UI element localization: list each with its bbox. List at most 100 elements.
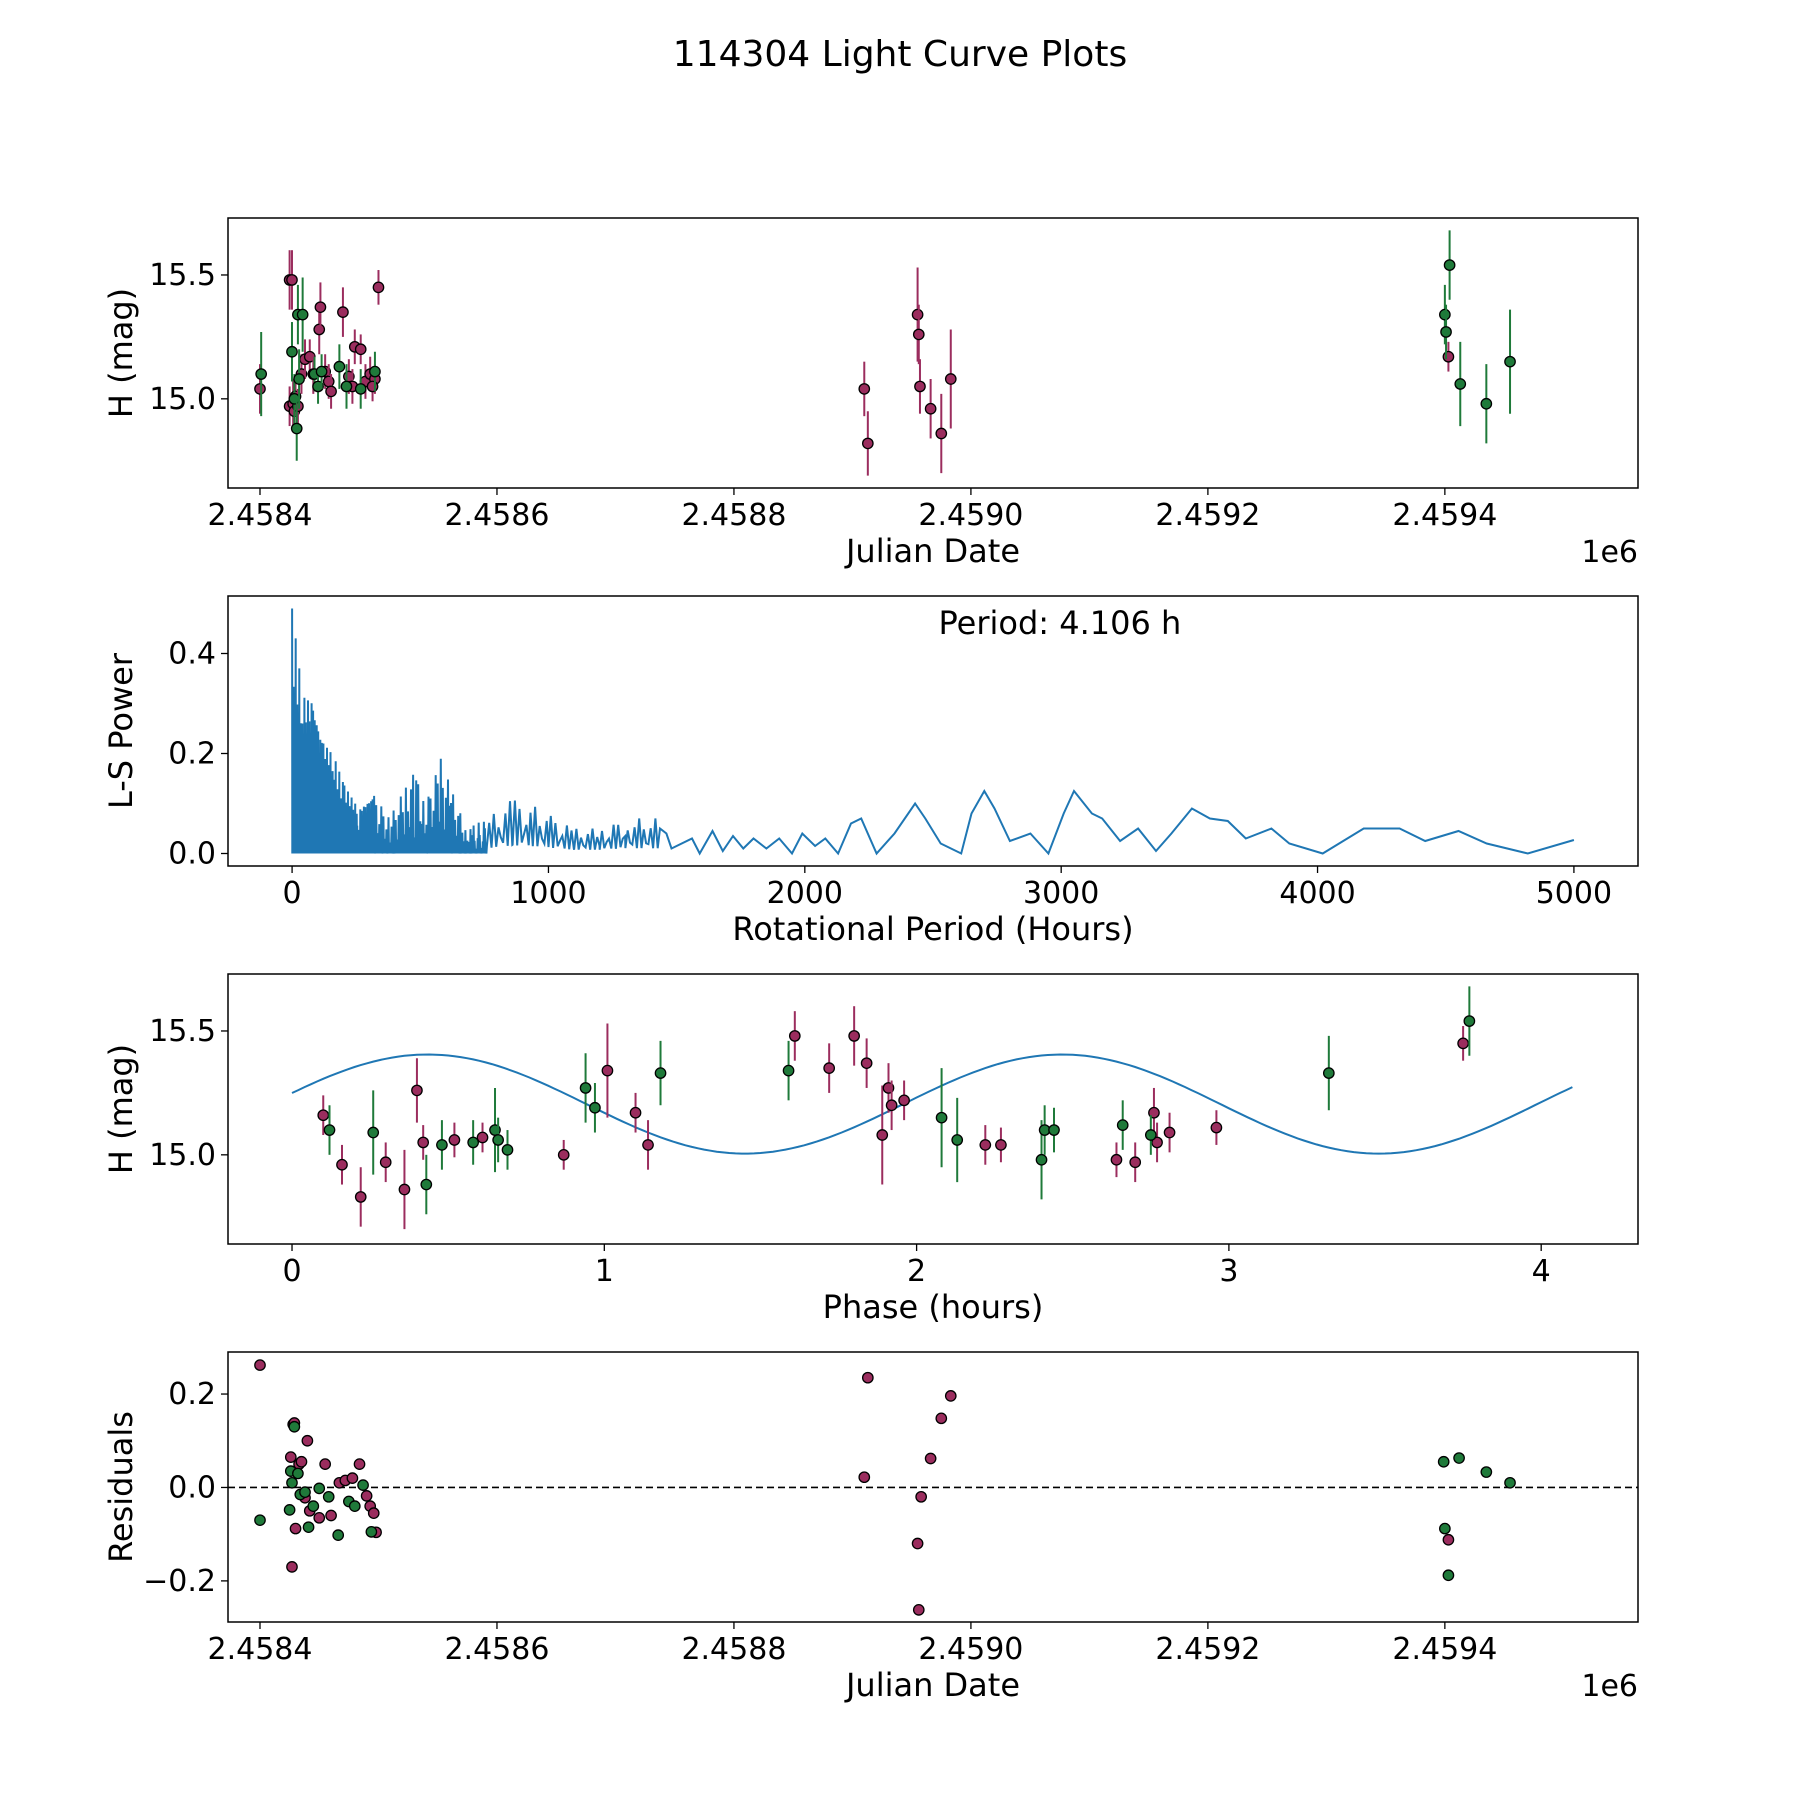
- green-data-point: [323, 1124, 336, 1136]
- green-data-point: [1048, 1124, 1060, 1136]
- red-data-point: [944, 1390, 957, 1402]
- green-data-point: [315, 365, 328, 378]
- green-data-point: [340, 380, 353, 393]
- green-data-point: [951, 1134, 964, 1146]
- x-tick-label: 3000: [1023, 876, 1099, 911]
- red-data-point: [876, 1129, 889, 1141]
- red-data-point: [337, 306, 349, 318]
- red-data-point: [911, 1537, 924, 1550]
- y-tick-label: 15.0: [149, 382, 216, 417]
- red-data-point: [788, 1030, 801, 1042]
- green-data-point: [254, 1514, 266, 1527]
- period-annotation: Period: 4.106 h: [939, 604, 1182, 642]
- red-data-point: [935, 427, 948, 440]
- green-data-point: [1437, 1455, 1450, 1468]
- y-tick-label: 0.0: [168, 1470, 216, 1505]
- x-tick-label: 2.4592: [1155, 498, 1260, 533]
- plot-area: [291, 986, 1573, 1230]
- red-data-point: [289, 1522, 302, 1535]
- periodogram-line: [291, 608, 1575, 856]
- red-data-point: [313, 323, 326, 336]
- red-data-point: [1442, 1533, 1455, 1546]
- y-tick-label: 0.2: [168, 737, 216, 772]
- red-data-point: [254, 383, 266, 395]
- green-data-point: [1504, 355, 1516, 368]
- plot-area: [228, 1359, 1638, 1616]
- x-offset-label: 1e6: [1581, 1669, 1638, 1704]
- green-data-point: [935, 1111, 948, 1124]
- y-tick-label: 15.5: [149, 1014, 216, 1049]
- y-tick-label: 15.0: [149, 1138, 216, 1173]
- periodogram-panel: 0 1000 2000 3000 4000 5000 0.0 0.2 0.4 Rotational…: [102, 595, 1639, 948]
- green-data-point: [1463, 1015, 1476, 1027]
- red-data-point: [858, 383, 871, 395]
- red-data-point: [924, 1452, 937, 1465]
- green-data-point: [1440, 326, 1452, 338]
- green-data-point: [492, 1134, 504, 1146]
- red-data-point: [629, 1106, 642, 1119]
- green-data-point: [1453, 1452, 1465, 1464]
- x-tick-label: 2.4588: [681, 498, 786, 533]
- red-data-point: [367, 1507, 380, 1520]
- green-data-point: [1454, 378, 1467, 390]
- red-data-point: [861, 437, 874, 450]
- red-data-point: [295, 1455, 308, 1468]
- x-tick-label: 4000: [1279, 876, 1355, 911]
- red-data-point: [858, 1471, 871, 1484]
- red-data-point: [911, 308, 924, 321]
- red-data-point: [823, 1062, 836, 1074]
- red-data-point: [1129, 1156, 1142, 1169]
- green-data-point: [589, 1101, 601, 1114]
- green-data-point: [1144, 1129, 1157, 1141]
- green-data-point: [290, 422, 303, 435]
- red-data-point: [601, 1064, 614, 1077]
- green-data-point: [1035, 1153, 1048, 1166]
- green-data-point: [365, 1525, 378, 1538]
- red-data-point: [286, 1561, 298, 1573]
- red-data-point: [979, 1139, 992, 1151]
- red-data-point: [354, 343, 367, 356]
- red-data-point: [284, 1451, 297, 1463]
- green-data-point: [367, 1126, 380, 1139]
- red-data-point: [914, 380, 926, 393]
- red-data-point: [325, 385, 337, 398]
- green-data-point: [1443, 259, 1456, 271]
- red-data-point: [935, 1412, 948, 1425]
- red-data-point: [317, 1109, 330, 1122]
- red-data-point: [861, 1371, 874, 1384]
- x-tick-label: 4: [1532, 1254, 1551, 1289]
- green-data-point: [333, 360, 346, 373]
- red-data-point: [319, 1458, 332, 1470]
- green-data-point: [1439, 308, 1451, 321]
- green-data-point: [467, 1136, 479, 1149]
- y-tick-label: −0.2: [143, 1564, 216, 1599]
- x-axis-label: Phase (hours): [823, 1288, 1044, 1326]
- x-tick-label: 1: [595, 1254, 614, 1289]
- y-axis-label: H (mag): [102, 1044, 140, 1174]
- model-curve: [291, 1053, 1573, 1155]
- x-tick-label: 2.4588: [681, 1632, 786, 1667]
- red-data-point: [379, 1156, 392, 1169]
- red-data-point: [557, 1148, 570, 1161]
- red-data-point: [1442, 350, 1455, 363]
- axes-frame: [227, 217, 1639, 489]
- red-data-point: [314, 301, 327, 314]
- x-tick-label: 2.4586: [444, 1632, 549, 1667]
- red-data-point: [1457, 1037, 1469, 1050]
- green-data-point: [1322, 1067, 1335, 1079]
- axes-frame: [227, 973, 1639, 1245]
- x-axis-label: Rotational Period (Hours): [732, 910, 1133, 948]
- x-tick-label: 5000: [1536, 876, 1612, 911]
- x-tick-label: 2.4594: [1392, 1632, 1497, 1667]
- green-data-point: [293, 373, 305, 385]
- red-data-point: [411, 1084, 423, 1097]
- green-data-point: [307, 1500, 320, 1513]
- green-data-point: [501, 1144, 514, 1156]
- figure-title: 114304 Light Curve Plots: [673, 34, 1127, 75]
- x-axis-label: Julian Date: [844, 532, 1020, 570]
- red-data-point: [313, 1511, 326, 1524]
- green-data-point: [322, 1490, 335, 1503]
- red-data-point: [912, 1604, 925, 1616]
- x-tick-label: 0: [282, 1254, 301, 1289]
